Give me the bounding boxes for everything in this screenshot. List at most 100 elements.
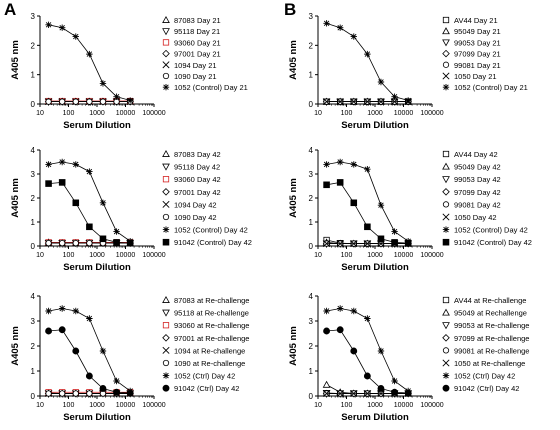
legend-label: 1052 (Control) Day 21 xyxy=(454,83,528,92)
x-tick-label: 100 xyxy=(341,252,353,259)
data-point xyxy=(99,385,107,392)
legend-item: 97099 Day 21 xyxy=(442,49,501,59)
legend-label: 97001 Day 21 xyxy=(174,50,221,59)
legend-label: 95118 Day 21 xyxy=(174,27,220,36)
legend-marker xyxy=(442,16,450,24)
legend-label: 95049 Day 42 xyxy=(454,163,501,172)
legend-item: 99081 at Re-challenge xyxy=(442,346,529,355)
legend-item: 91042 (Control) Day 42 xyxy=(442,238,532,247)
legend-item: 97099 Day 42 xyxy=(442,188,501,197)
series-line xyxy=(48,24,131,101)
x-tick-label: 100000 xyxy=(142,252,165,259)
legend-label: 1090 Day 21 xyxy=(174,72,217,81)
data-point xyxy=(336,389,344,398)
legend-label: 87083 Day 42 xyxy=(174,150,221,159)
legend-marker xyxy=(442,39,450,47)
data-point xyxy=(336,98,344,106)
legend-marker xyxy=(442,49,450,58)
data-point xyxy=(336,179,344,186)
data-point xyxy=(391,377,398,385)
legend-item: 1090 at Re-challenge xyxy=(162,359,245,368)
y-tick-label: 2 xyxy=(309,194,314,203)
legend-label: 93060 Day 21 xyxy=(174,38,221,47)
data-point xyxy=(377,385,385,392)
data-point xyxy=(85,372,93,380)
data-point xyxy=(58,24,66,31)
data-point xyxy=(99,80,107,87)
data-point xyxy=(45,180,52,187)
legend-label: 87083 at Re-challenge xyxy=(174,296,249,305)
legend-label: 97099 Day 42 xyxy=(454,188,501,197)
legend-item: 1052 (Ctrl) Day 42 xyxy=(162,372,235,381)
data-point xyxy=(72,161,79,168)
y-tick-label: 3 xyxy=(31,317,36,326)
legend-item: 93060 at Re-challenge xyxy=(162,321,249,330)
legend-marker xyxy=(442,188,450,196)
data-point xyxy=(58,158,66,166)
x-tick-label: 10 xyxy=(314,402,322,409)
x-axis-label: Serum Dilution xyxy=(341,412,409,423)
x-tick-label: 1000 xyxy=(367,110,383,117)
data-point xyxy=(350,307,357,315)
data-point xyxy=(59,390,66,397)
x-tick-label: 100 xyxy=(341,110,353,117)
data-point xyxy=(59,239,66,247)
x-tick-label: 10 xyxy=(36,110,44,117)
data-point xyxy=(350,33,357,40)
data-point xyxy=(404,239,412,247)
series-line xyxy=(326,329,409,394)
y-tick-label: 1 xyxy=(31,71,36,80)
legend-item: 93060 Day 42 xyxy=(162,175,221,184)
legend-label: 87083 Day 21 xyxy=(174,16,221,25)
y-tick-label: 0 xyxy=(31,242,36,251)
data-point xyxy=(363,372,371,380)
x-tick-label: 10000 xyxy=(394,252,414,259)
legend-item: 97001 at Re-challenge xyxy=(162,334,249,343)
legend-item: 1094 Day 21 xyxy=(162,61,217,70)
panel-letter-b: B xyxy=(284,0,297,19)
x-axis-label: Serum Dilution xyxy=(63,412,131,423)
legend-item: 99053 Day 21 xyxy=(442,38,501,47)
x-tick-label: 1000 xyxy=(367,402,383,409)
y-tick-label: 1 xyxy=(309,367,314,376)
data-point xyxy=(72,307,79,315)
legend-marker xyxy=(162,226,170,233)
y-tick-label: 4 xyxy=(31,292,36,301)
legend-label: 91042 (Ctrl) Day 42 xyxy=(454,384,519,393)
legend-marker xyxy=(442,296,450,304)
legend-item: AV44 Day 21 xyxy=(442,16,498,25)
data-point xyxy=(323,181,330,189)
legend-marker xyxy=(162,346,170,354)
legend-marker xyxy=(442,238,450,246)
data-point xyxy=(86,315,93,322)
data-point xyxy=(404,97,412,104)
legend-label: 93060 at Re-challenge xyxy=(174,321,249,330)
data-point xyxy=(377,202,385,209)
x-tick-label: 10 xyxy=(314,252,322,259)
series-line xyxy=(48,181,131,244)
y-axis-label: A405 nm xyxy=(10,40,21,80)
data-point xyxy=(350,240,358,248)
x-tick-label: 10000 xyxy=(394,402,414,409)
data-point xyxy=(86,168,93,175)
legend-item: 95118 at Re-challenge xyxy=(162,309,249,318)
legend-item: 1052 (Control) Day 42 xyxy=(442,226,528,235)
y-tick-label: 0 xyxy=(31,100,36,109)
data-point xyxy=(323,20,330,27)
legend-label: 99053 Day 21 xyxy=(454,38,501,47)
legend-label: 1050 Day 42 xyxy=(454,213,497,222)
legend-label: 95049 Day 21 xyxy=(454,27,501,36)
legend-label: 91042 (Control) Day 42 xyxy=(174,238,252,247)
x-tick-label: 10000 xyxy=(394,110,414,117)
legend-marker xyxy=(442,347,450,354)
data-point xyxy=(377,389,385,398)
y-tick-label: 0 xyxy=(309,242,314,251)
legend-label: 95118 Day 42 xyxy=(174,163,220,172)
data-point xyxy=(323,161,330,168)
data-point xyxy=(45,390,52,397)
data-point xyxy=(391,239,398,246)
y-tick-label: 1 xyxy=(309,218,314,227)
data-point xyxy=(323,307,330,315)
